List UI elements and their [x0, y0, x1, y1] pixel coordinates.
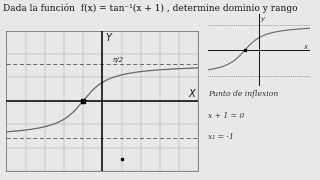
Text: y: y	[261, 16, 265, 22]
Text: Dada la función  f(x) = tan⁻¹(x + 1) , determine dominio y rango: Dada la función f(x) = tan⁻¹(x + 1) , de…	[3, 4, 298, 13]
Text: x: x	[303, 44, 308, 50]
Text: x₁ = -1: x₁ = -1	[208, 133, 234, 141]
Text: x + 1 = 0: x + 1 = 0	[208, 112, 244, 120]
Text: Punto de inflexion: Punto de inflexion	[208, 90, 278, 98]
Text: X: X	[188, 89, 195, 99]
Text: Y: Y	[105, 33, 111, 43]
Text: π/2: π/2	[113, 57, 124, 63]
